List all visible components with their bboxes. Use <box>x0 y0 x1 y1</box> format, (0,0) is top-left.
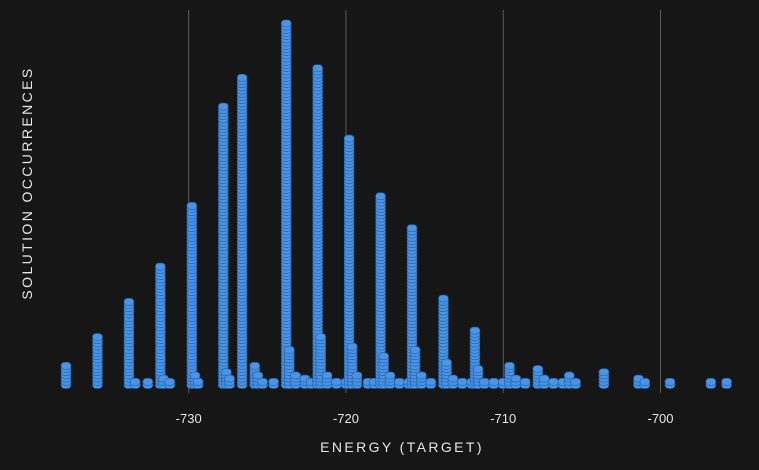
data-point <box>268 377 279 389</box>
data-point <box>343 134 355 389</box>
data-points <box>60 19 732 389</box>
data-point <box>164 377 176 389</box>
x-tick-labels: -730 -720 -710 -700 <box>176 411 674 426</box>
data-point <box>123 297 135 389</box>
data-point <box>257 377 268 389</box>
data-point <box>331 377 342 389</box>
grid-lines <box>188 10 661 393</box>
data-point <box>416 371 427 389</box>
data-point <box>394 377 405 389</box>
data-point <box>155 262 166 389</box>
data-point <box>457 377 468 389</box>
data-point <box>129 377 141 389</box>
data-point <box>217 102 229 389</box>
data-point <box>321 371 333 389</box>
data-point <box>142 377 154 389</box>
data-point <box>186 202 198 389</box>
data-point <box>280 19 292 389</box>
data-point <box>548 377 559 389</box>
data-point <box>570 377 581 389</box>
data-point <box>664 377 676 389</box>
data-point <box>384 371 396 389</box>
data-point <box>236 74 248 389</box>
data-point <box>351 371 363 389</box>
data-point <box>705 377 717 389</box>
data-point <box>721 377 732 389</box>
data-point <box>447 374 459 389</box>
data-point <box>598 368 610 389</box>
x-tick-label: -700 <box>647 411 673 426</box>
x-tick-label: -730 <box>176 411 202 426</box>
data-point <box>192 377 204 389</box>
x-tick-label: -720 <box>333 411 359 426</box>
x-axis-title: ENERGY (TARGET) <box>320 439 484 455</box>
data-point <box>538 374 550 389</box>
data-point <box>290 371 301 389</box>
data-point <box>488 377 500 389</box>
y-axis-title: SOLUTION OCCURRENCES <box>19 66 35 299</box>
data-point <box>92 333 103 389</box>
data-point <box>224 374 235 389</box>
data-point <box>639 377 651 389</box>
data-point <box>479 377 490 389</box>
data-point <box>60 361 72 389</box>
data-point <box>510 374 522 389</box>
data-point <box>519 377 531 389</box>
data-point <box>425 377 437 389</box>
x-tick-label: -710 <box>490 411 516 426</box>
